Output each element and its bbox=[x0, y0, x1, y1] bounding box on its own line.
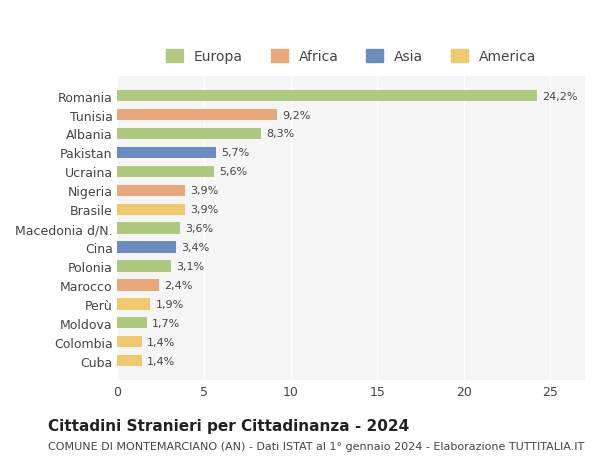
Text: 24,2%: 24,2% bbox=[542, 91, 577, 101]
Bar bbox=[118, 355, 142, 367]
Bar bbox=[118, 318, 147, 329]
Bar bbox=[118, 223, 180, 234]
Text: Cittadini Stranieri per Cittadinanza - 2024: Cittadini Stranieri per Cittadinanza - 2… bbox=[48, 418, 409, 433]
Bar bbox=[118, 129, 261, 140]
Bar bbox=[118, 242, 176, 253]
Text: 3,6%: 3,6% bbox=[185, 224, 213, 234]
Text: 1,7%: 1,7% bbox=[152, 318, 181, 328]
Text: 8,3%: 8,3% bbox=[266, 129, 295, 139]
Text: 1,9%: 1,9% bbox=[155, 299, 184, 309]
Text: 3,9%: 3,9% bbox=[190, 186, 218, 196]
Bar bbox=[118, 280, 159, 291]
Bar bbox=[118, 336, 142, 347]
Text: 2,4%: 2,4% bbox=[164, 280, 193, 290]
Text: 5,6%: 5,6% bbox=[220, 167, 248, 177]
Text: 1,4%: 1,4% bbox=[147, 337, 175, 347]
Text: 5,7%: 5,7% bbox=[221, 148, 250, 158]
Bar bbox=[118, 204, 185, 215]
Text: 3,1%: 3,1% bbox=[176, 262, 205, 271]
Text: 9,2%: 9,2% bbox=[282, 110, 310, 120]
Bar bbox=[118, 147, 216, 159]
Text: 1,4%: 1,4% bbox=[147, 356, 175, 366]
Bar bbox=[118, 261, 171, 272]
Text: 3,4%: 3,4% bbox=[182, 242, 210, 252]
Bar bbox=[118, 110, 277, 121]
Text: COMUNE DI MONTEMARCIANO (AN) - Dati ISTAT al 1° gennaio 2024 - Elaborazione TUTT: COMUNE DI MONTEMARCIANO (AN) - Dati ISTA… bbox=[48, 441, 584, 451]
Bar bbox=[118, 185, 185, 196]
Legend: Europa, Africa, Asia, America: Europa, Africa, Asia, America bbox=[161, 45, 542, 69]
Bar bbox=[118, 166, 214, 178]
Bar bbox=[118, 298, 151, 310]
Text: 3,9%: 3,9% bbox=[190, 205, 218, 215]
Bar bbox=[118, 91, 536, 102]
